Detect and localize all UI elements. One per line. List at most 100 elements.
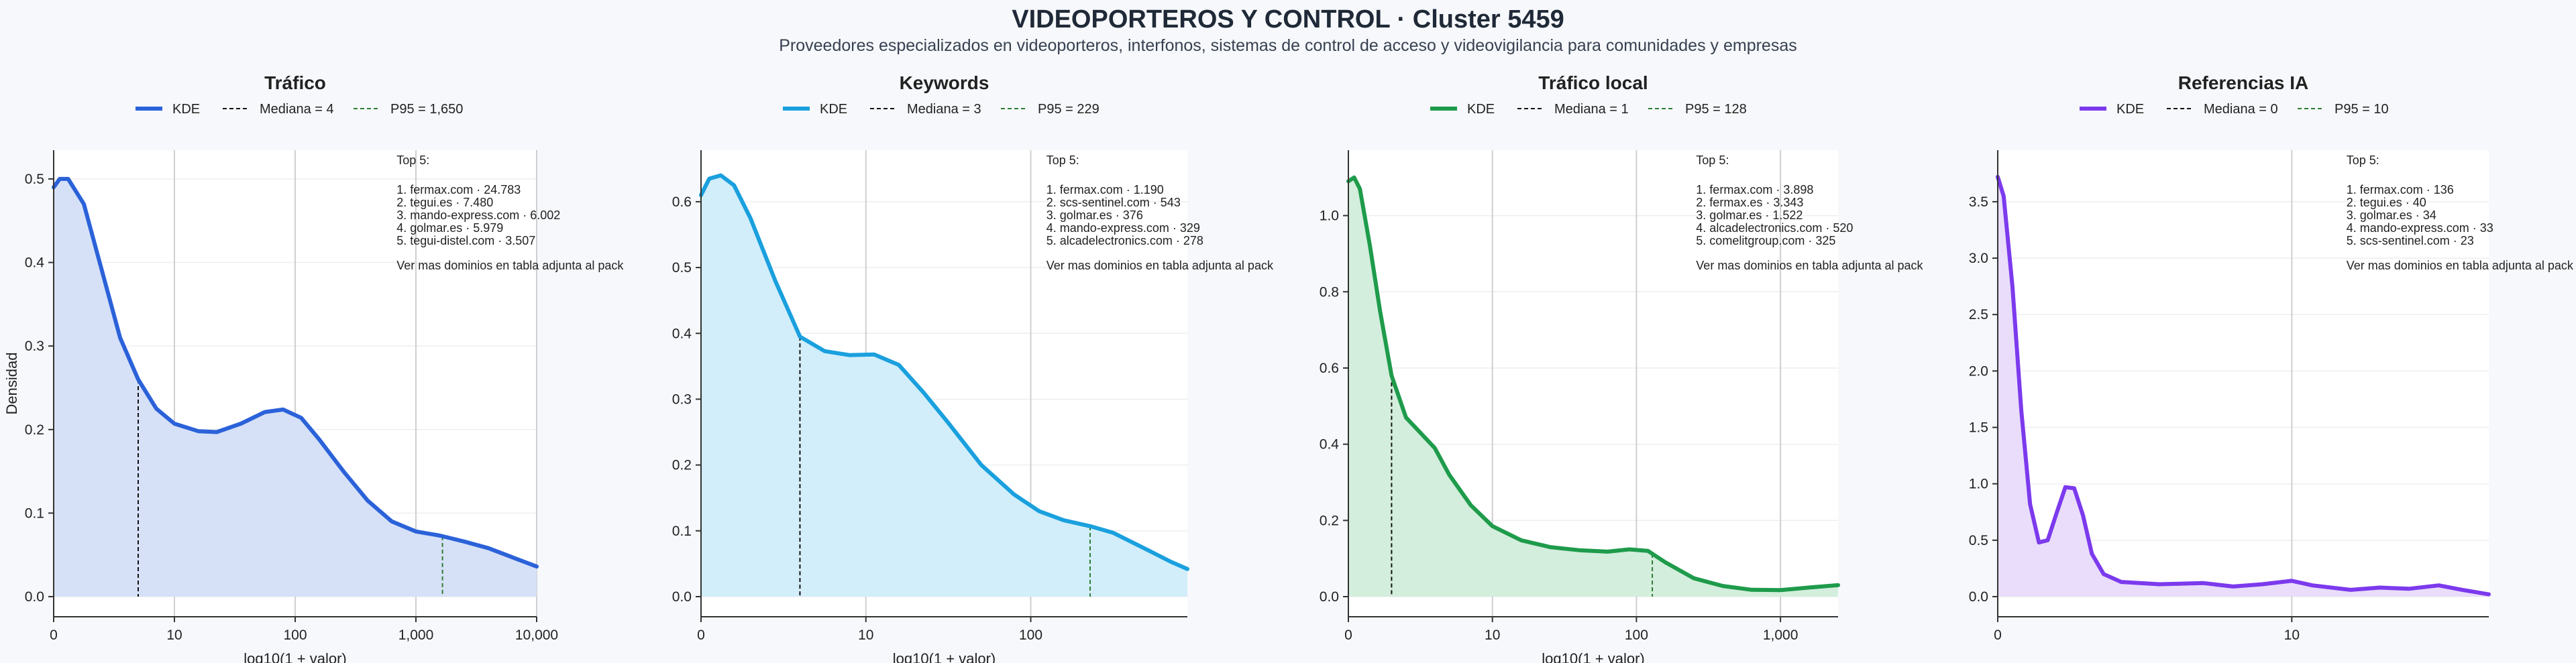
- x-tick-label: 100: [1625, 627, 1648, 643]
- x-tick-label: 10: [1485, 627, 1500, 643]
- y-tick-label: 2.0: [1969, 363, 1988, 379]
- kde-area: [1348, 177, 1838, 597]
- chart-trafico-local: 0.0 0.2 0.4 0.6 0.8 1.0 0 10 100 1,000 log10(1 + v…: [1320, 72, 1924, 663]
- chart-referencias-ia: 0.0 0.5 1.0 1.5 2.0 2.5 3.0 3.5 0 10 Referencias I…: [1969, 72, 2574, 643]
- y-tick-label: 1.0: [1320, 208, 1339, 224]
- chart-keywords: 0.0 0.1 0.2 0.3 0.4 0.5 0.6 0 10 100 log10(1 + val…: [672, 72, 1274, 663]
- top5-item: 4. mando-express.com · 329: [1046, 221, 1200, 235]
- top5-item: 5. comelitgroup.com · 325: [1696, 234, 1835, 247]
- y-tick-label: 0.4: [25, 255, 45, 271]
- top5-note: Ver mas dominios en tabla adjunta al pac…: [1046, 259, 1274, 272]
- panel-title: Referencias IA: [2178, 72, 2309, 93]
- y-tick-label: 0.3: [672, 391, 692, 407]
- legend-p95-label: P95 = 1,650: [390, 102, 463, 117]
- kde-line: [52, 176, 539, 569]
- top5-item: 2. tegui.es · 40: [2347, 196, 2426, 209]
- y-tick-label: 0.6: [672, 194, 692, 210]
- y-tick-label: 3.5: [1969, 194, 1988, 210]
- y-tick-label: 0.5: [25, 172, 44, 187]
- legend-median-label: Mediana = 1: [1554, 102, 1629, 117]
- x-tick-label: 10: [2284, 627, 2300, 643]
- y-tick-label: 0.4: [672, 326, 692, 341]
- top5-item: 2. fermax.es · 3.343: [1696, 196, 1803, 209]
- top5-item: 1. fermax.com · 3.898: [1696, 183, 1813, 196]
- x-tick-label: 0: [697, 627, 705, 643]
- panel-title: Tráfico local: [1538, 72, 1648, 93]
- top5-title: Top 5:: [396, 154, 429, 167]
- kde-area: [701, 175, 1187, 597]
- top5-item: 2. tegui.es · 7.480: [396, 196, 493, 209]
- legend-median-label: Mediana = 3: [907, 102, 981, 117]
- y-tick-label: 0.1: [672, 524, 692, 539]
- legend-median-label: Mediana = 4: [260, 102, 334, 117]
- kde-area: [54, 178, 537, 597]
- panel-title: Tráfico: [264, 72, 326, 93]
- legend-median-label: Mediana = 0: [2204, 102, 2278, 117]
- kde-line: [699, 173, 1189, 571]
- y-tick-label: 0.6: [1320, 361, 1339, 376]
- top5-note: Ver mas dominios en tabla adjunta al pac…: [1696, 259, 1923, 272]
- x-tick-label: 1,000: [398, 627, 434, 643]
- top5-item: 5. scs-sentinel.com · 23: [2347, 234, 2474, 247]
- legend-kde-label: KDE: [2116, 102, 2144, 117]
- y-axis-label: Densidad: [3, 353, 20, 415]
- y-tick-label: 0.2: [672, 458, 692, 473]
- top5-item: 1. fermax.com · 24.783: [396, 183, 521, 196]
- top5-item: 4. golmar.es · 5.979: [396, 221, 503, 235]
- legend-p95-label: P95 = 10: [2334, 102, 2389, 117]
- y-tick-label: 0.5: [1969, 533, 1988, 548]
- top5-item: 5. tegui-distel.com · 3.507: [396, 234, 535, 247]
- y-tick-label: 0.2: [25, 422, 44, 438]
- top5-item: 2. scs-sentinel.com · 543: [1046, 196, 1181, 209]
- y-tick-label: 0.5: [672, 260, 692, 276]
- y-tick-label: 1.0: [1969, 477, 1988, 492]
- kde-area: [1998, 176, 2489, 597]
- x-tick-label: 10: [166, 627, 182, 643]
- y-tick-label: 0.0: [1320, 589, 1339, 605]
- x-axis-label: log10(1 + valor): [893, 650, 996, 663]
- legend-p95-label: P95 = 128: [1685, 102, 1747, 117]
- kde-line: [1996, 174, 2491, 597]
- top5-item: 3. golmar.es · 1.522: [1696, 208, 1803, 222]
- top5-item: 4. alcadelectronics.com · 520: [1696, 221, 1853, 235]
- y-tick-label: 0.3: [25, 339, 44, 354]
- y-tick-label: 3.0: [1969, 251, 1988, 266]
- y-tick-label: 1.5: [1969, 420, 1988, 436]
- x-tick-label: 10,000: [515, 627, 558, 643]
- top5-item: 3. mando-express.com · 6.002: [396, 208, 560, 222]
- page-subtitle: Proveedores especializados en videoporte…: [779, 36, 1797, 55]
- chart-trafico: 0.0 0.1 0.2 0.3 0.4 0.5 0 10 100 1,000 10,000 log10…: [3, 72, 624, 663]
- top5-note: Ver mas dominios en tabla adjunta al pac…: [396, 259, 624, 272]
- top5-item: 1. fermax.com · 1.190: [1046, 183, 1164, 196]
- y-tick-label: 0.0: [672, 589, 692, 605]
- top5-item: 1. fermax.com · 136: [2347, 183, 2454, 196]
- legend-kde-label: KDE: [172, 102, 200, 117]
- legend-kde-label: KDE: [820, 102, 847, 117]
- y-tick-label: 0.0: [1969, 589, 1988, 605]
- top5-item: 5. alcadelectronics.com · 278: [1046, 234, 1203, 247]
- x-axis-label: log10(1 + valor): [244, 650, 346, 663]
- top5-item: 3. golmar.es · 376: [1046, 208, 1143, 222]
- legend-kde-label: KDE: [1467, 102, 1495, 117]
- y-tick-label: 0.2: [1320, 513, 1339, 528]
- top5-item: 4. mando-express.com · 33: [2347, 221, 2493, 235]
- top5-title: Top 5:: [1696, 154, 1729, 167]
- x-tick-label: 0: [1344, 627, 1352, 643]
- top5-item: 3. golmar.es · 34: [2347, 208, 2436, 222]
- y-tick-label: 0.0: [25, 589, 44, 605]
- x-tick-label: 0: [1994, 627, 2002, 643]
- panel-title: Keywords: [900, 72, 989, 93]
- y-tick-label: 0.4: [1320, 437, 1340, 453]
- top5-title: Top 5:: [1046, 154, 1079, 167]
- x-tick-label: 1,000: [1763, 627, 1799, 643]
- x-tick-label: 0: [50, 627, 58, 643]
- x-tick-label: 100: [283, 627, 307, 643]
- y-tick-label: 0.1: [25, 505, 44, 521]
- x-tick-label: 100: [1019, 627, 1042, 643]
- kde-line: [1346, 175, 1840, 593]
- top5-title: Top 5:: [2347, 154, 2379, 167]
- y-tick-label: 2.5: [1969, 307, 1988, 322]
- x-tick-label: 10: [858, 627, 873, 643]
- y-tick-label: 0.8: [1320, 284, 1339, 300]
- x-axis-label: log10(1 + valor): [1542, 650, 1644, 663]
